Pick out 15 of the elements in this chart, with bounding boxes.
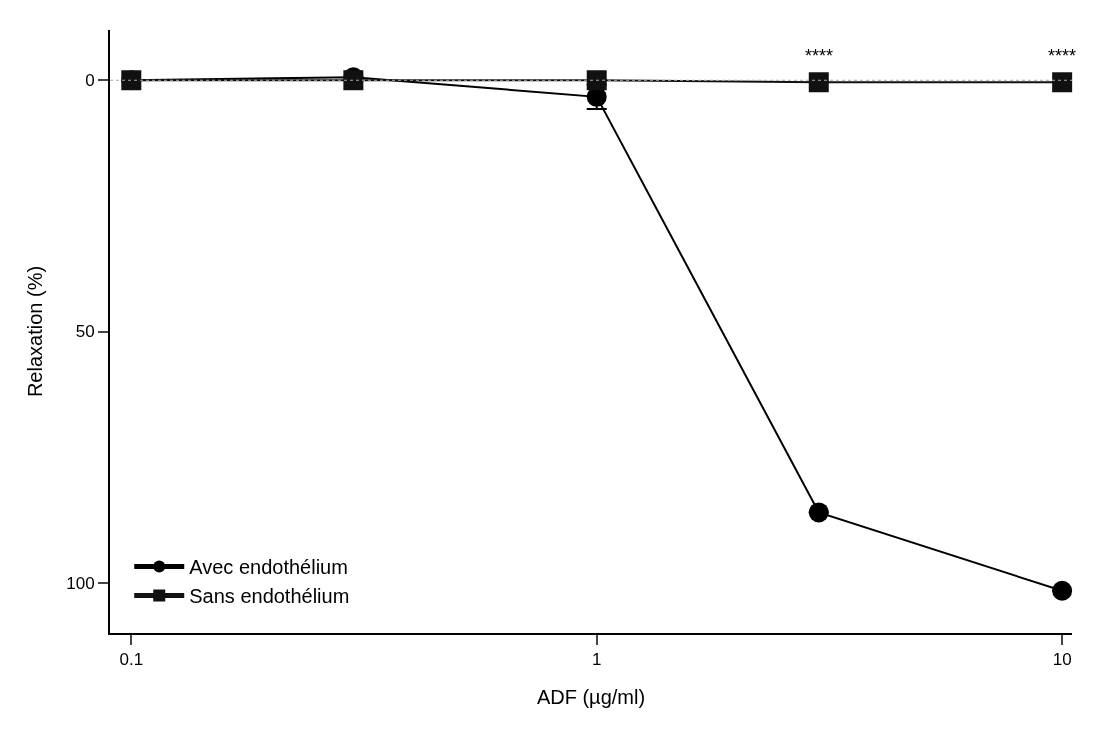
- x-tick-label: 0.1: [119, 650, 144, 670]
- legend-label: Sans endothélium: [189, 585, 350, 608]
- point: [1052, 580, 1073, 601]
- y-axis-title: Relaxation (%): [24, 265, 47, 398]
- annotation: ****: [1048, 46, 1077, 66]
- y-tick-label: 100: [66, 573, 95, 593]
- point: [1052, 72, 1073, 93]
- x-axis-title: ADF (µg/ml): [536, 686, 646, 709]
- y-tick-label: 0: [85, 71, 95, 91]
- x-tick-label: 1: [591, 650, 602, 670]
- annotation: ****: [805, 46, 834, 66]
- legend-label: Avec endothélium: [189, 556, 348, 579]
- y-tick-label: 50: [75, 322, 95, 342]
- point: [586, 70, 607, 91]
- x-tick-label: 10: [1052, 650, 1072, 670]
